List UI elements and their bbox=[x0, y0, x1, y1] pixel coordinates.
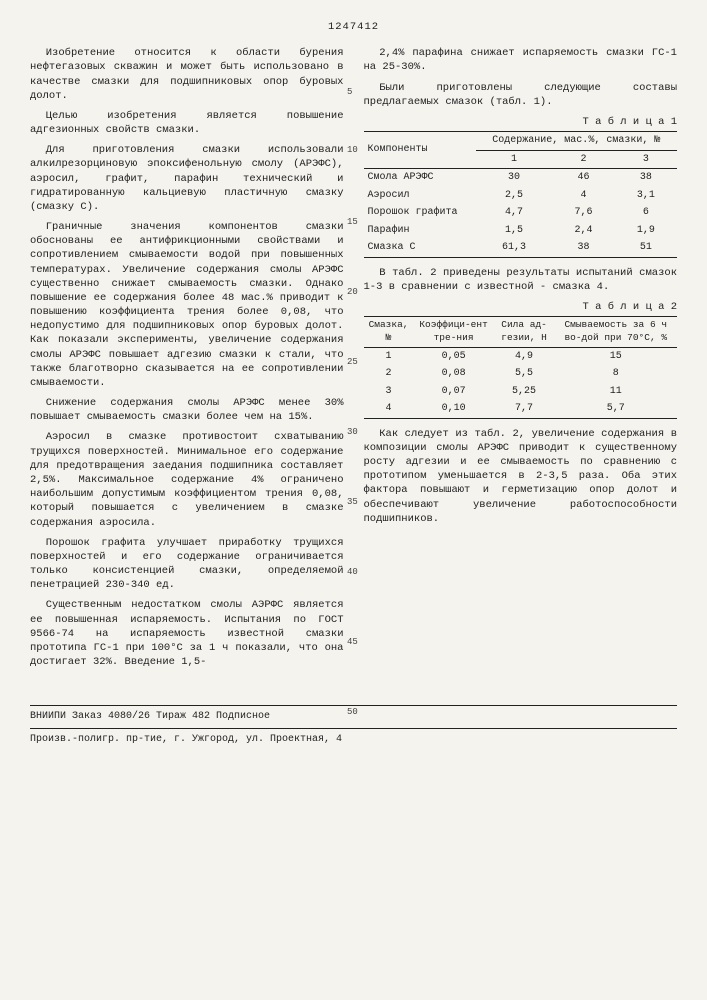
table-cell: 3 bbox=[364, 383, 414, 401]
table-header: Смываемость за 6 ч во-дой при 70°С, % bbox=[555, 317, 678, 348]
line-marker: 40 bbox=[347, 566, 358, 578]
paragraph: Существенным недостатком смолы АЭРФС явл… bbox=[30, 598, 344, 669]
table-cell: 2,5 bbox=[476, 187, 553, 205]
line-marker: 25 bbox=[347, 356, 358, 368]
paragraph: В табл. 2 приведены результаты испытаний… bbox=[364, 266, 678, 294]
left-column: Изобретение относится к области бурения … bbox=[30, 46, 344, 675]
paragraph: Были приготовлены следующие составы пред… bbox=[364, 81, 678, 109]
paragraph: Изобретение относится к области бурения … bbox=[30, 46, 344, 103]
table-cell: 38 bbox=[615, 169, 677, 187]
table-cell: Порошок графита bbox=[364, 204, 476, 222]
paragraph: Целью изобретения является повышение адг… bbox=[30, 109, 344, 137]
table-cell: 15 bbox=[555, 347, 678, 365]
table-1-title: Т а б л и ц а 1 bbox=[364, 115, 678, 129]
table-cell: 8 bbox=[555, 365, 678, 383]
table-col-num: 1 bbox=[476, 150, 553, 169]
table-col-num: 3 bbox=[615, 150, 677, 169]
paragraph: Снижение содержания смолы АРЭФС менее 30… bbox=[30, 396, 344, 424]
table-cell: 11 bbox=[555, 383, 678, 401]
table-cell: Аэросил bbox=[364, 187, 476, 205]
table-cell: 1,5 bbox=[476, 222, 553, 240]
table-cell: 7,7 bbox=[494, 400, 555, 418]
table-1: Компоненты Содержание, мас.%, смазки, № … bbox=[364, 131, 678, 258]
table-cell: 2,4 bbox=[552, 222, 614, 240]
table-cell: 1 bbox=[364, 347, 414, 365]
table-2-title: Т а б л и ц а 2 bbox=[364, 300, 678, 314]
table-cell: 30 bbox=[476, 169, 553, 187]
line-marker: 50 bbox=[347, 706, 358, 718]
table-cell: 7,6 bbox=[552, 204, 614, 222]
table-cell: Смола АРЭФС bbox=[364, 169, 476, 187]
table-cell: 51 bbox=[615, 239, 677, 257]
line-marker: 15 bbox=[347, 216, 358, 228]
table-cell: 46 bbox=[552, 169, 614, 187]
paragraph: Порошок графита улучшает приработку трущ… bbox=[30, 536, 344, 593]
paragraph: Аэросил в смазке противостоит схватывани… bbox=[30, 430, 344, 529]
line-marker: 5 bbox=[347, 86, 352, 98]
table-cell: 0,05 bbox=[414, 347, 494, 365]
table-cell: 3,1 bbox=[615, 187, 677, 205]
paragraph: Как следует из табл. 2, увеличение содер… bbox=[364, 427, 678, 526]
right-column: 2,4% парафина снижает испаряемость смазк… bbox=[364, 46, 678, 675]
table-cell: 4 bbox=[552, 187, 614, 205]
table-cell: 6 bbox=[615, 204, 677, 222]
footer-line-2: Произв.-полигр. пр-тие, г. Ужгород, ул. … bbox=[30, 728, 677, 747]
table-cell: 1,9 bbox=[615, 222, 677, 240]
paragraph: Граничные значения компонентов смазки об… bbox=[30, 220, 344, 390]
document-number: 1247412 bbox=[30, 20, 677, 34]
line-marker: 30 bbox=[347, 426, 358, 438]
line-marker: 35 bbox=[347, 496, 358, 508]
line-marker: 45 bbox=[347, 636, 358, 648]
table-cell: Парафин bbox=[364, 222, 476, 240]
table-cell: 2 bbox=[364, 365, 414, 383]
table-cell: 4 bbox=[364, 400, 414, 418]
line-marker: 10 bbox=[347, 144, 358, 156]
table-cell: 5,7 bbox=[555, 400, 678, 418]
table-cell: 5,25 bbox=[494, 383, 555, 401]
table-cell: 0,08 bbox=[414, 365, 494, 383]
table-header: Содержание, мас.%, смазки, № bbox=[476, 132, 677, 151]
table-cell: 4,7 bbox=[476, 204, 553, 222]
table-cell: 4,9 bbox=[494, 347, 555, 365]
table-header: Коэффици-ент тре-ния bbox=[414, 317, 494, 348]
table-cell: 38 bbox=[552, 239, 614, 257]
table-cell: 0,10 bbox=[414, 400, 494, 418]
table-cell: Смазка С bbox=[364, 239, 476, 257]
paragraph: 2,4% парафина снижает испаряемость смазк… bbox=[364, 46, 678, 74]
table-2: Смазка, № Коэффици-ент тре-ния Сила ад-г… bbox=[364, 316, 678, 419]
table-cell: 61,3 bbox=[476, 239, 553, 257]
table-header: Компоненты bbox=[364, 132, 476, 169]
table-cell: 5,5 bbox=[494, 365, 555, 383]
table-header: Смазка, № bbox=[364, 317, 414, 348]
table-col-num: 2 bbox=[552, 150, 614, 169]
table-header: Сила ад-гезии, Н bbox=[494, 317, 555, 348]
paragraph: Для приготовления смазки использовали ал… bbox=[30, 143, 344, 214]
table-cell: 0,07 bbox=[414, 383, 494, 401]
two-column-layout: Изобретение относится к области бурения … bbox=[30, 46, 677, 675]
line-marker: 20 bbox=[347, 286, 358, 298]
